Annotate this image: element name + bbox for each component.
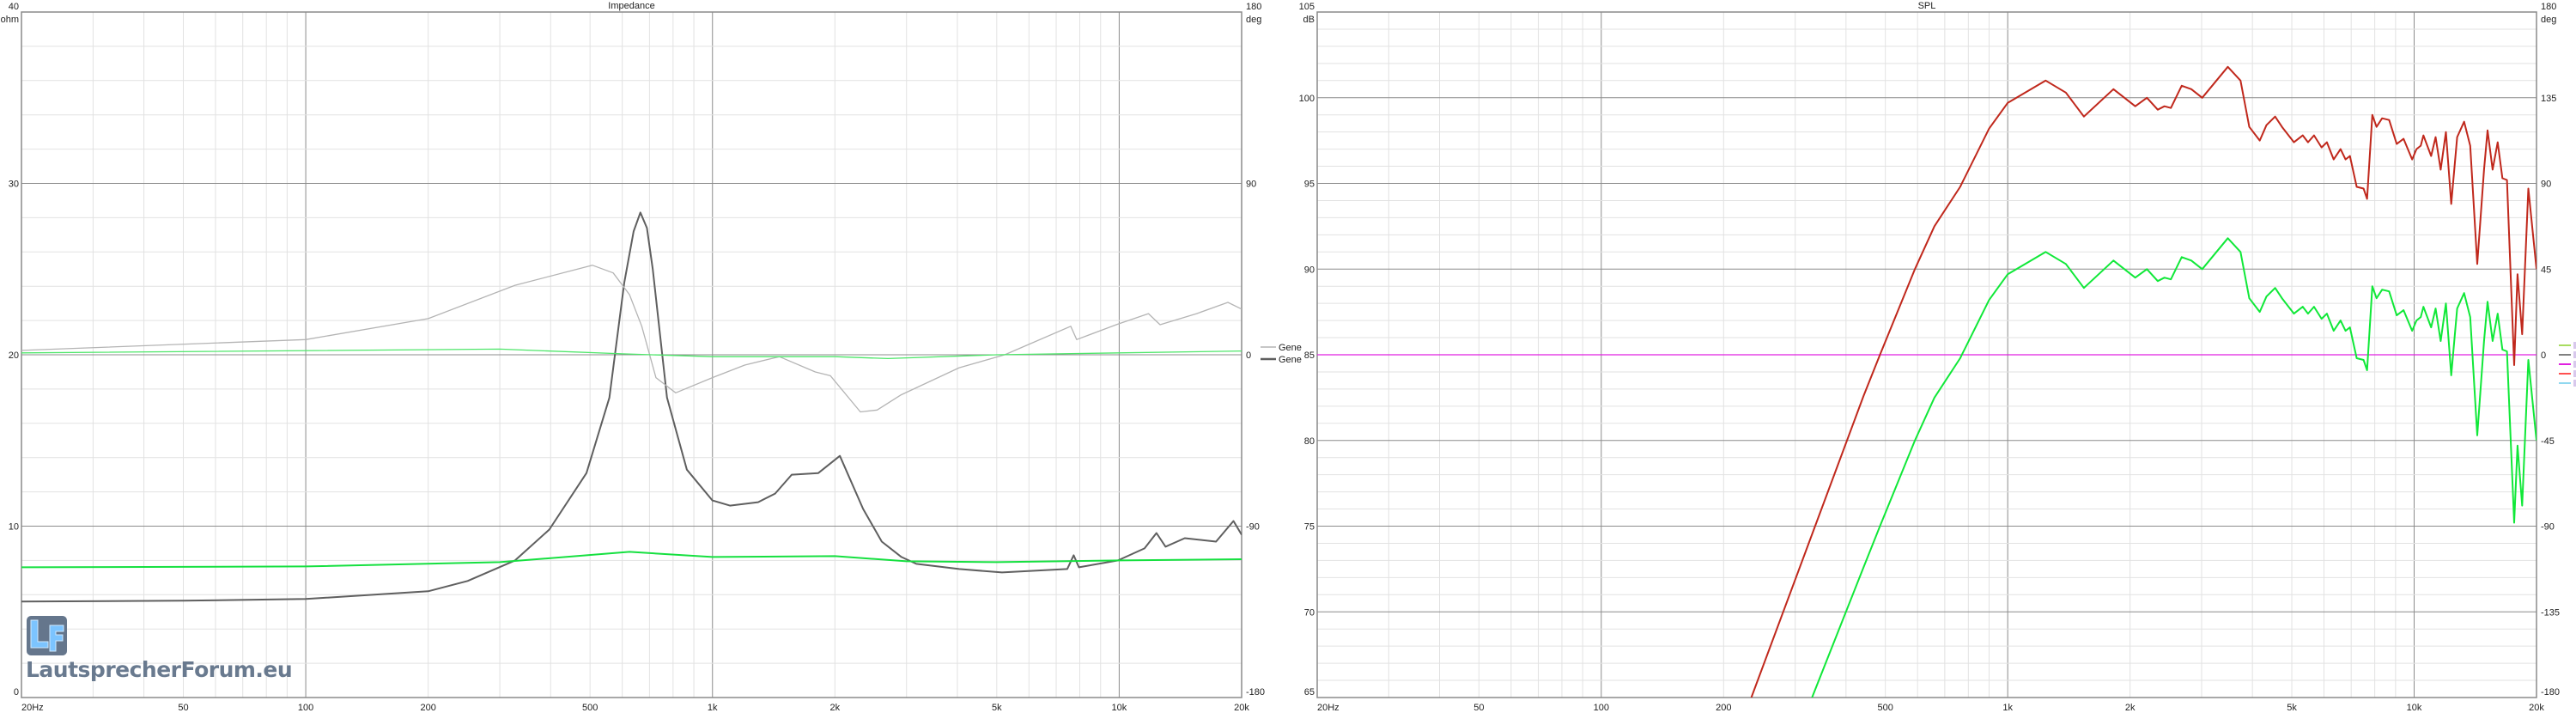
series-line-1: [1750, 65, 2537, 698]
x-tick-label: 2k: [830, 703, 841, 713]
x-tick-label: 20Hz: [21, 703, 44, 713]
legend: Gene Gene: [1261, 343, 1302, 365]
x-tick-label: 10k: [2407, 703, 2422, 713]
x-tick-label: 2k: [2125, 703, 2136, 713]
x-tick-label: 100: [1594, 703, 1609, 713]
x-tick-label: 10k: [1112, 703, 1127, 713]
legend-label-clipped: [2573, 342, 2576, 349]
x-tick-label: 1k: [2002, 703, 2013, 713]
y2-tick-label: -45: [2541, 436, 2555, 447]
series-line-2: [1811, 237, 2537, 698]
y2-tick-label: -180: [1246, 687, 1265, 698]
x-tick-label: 50: [1473, 703, 1484, 713]
y-tick-label: 0: [14, 687, 19, 698]
y-tick-label: 100: [1299, 94, 1315, 104]
legend-label: Gene: [1279, 355, 1302, 365]
chart-title: SPL: [1918, 1, 1936, 11]
y2-tick-label: 135: [2541, 94, 2556, 104]
y2-unit-label: deg: [2541, 15, 2556, 25]
grid: [21, 11, 1242, 698]
y-tick-label: 85: [1304, 350, 1315, 361]
y2-tick-label: -90: [1246, 522, 1260, 533]
series-line-3: [21, 348, 1242, 360]
y-unit-label: ohm: [1, 15, 19, 25]
legend-label-clipped: [2573, 370, 2576, 377]
y-tick-label: 20: [9, 350, 19, 361]
y-tick-label: 65: [1304, 687, 1315, 698]
x-tick-label: 5k: [992, 703, 1002, 713]
legend: [2559, 342, 2576, 387]
y2-tick-label: 0: [1246, 350, 1251, 361]
y-tick-label: 70: [1304, 607, 1315, 618]
x-tick-label: 500: [1878, 703, 1893, 713]
y-tick-label: 95: [1304, 180, 1315, 190]
legend-label-clipped: [2573, 351, 2576, 358]
y2-tick-label: 0: [2541, 350, 2546, 361]
y-tick-label: 75: [1304, 522, 1315, 533]
x-tick-label: 500: [582, 703, 598, 713]
series-group: [21, 211, 1242, 603]
y2-tick-label: 90: [1246, 180, 1256, 190]
x-tick-label: 50: [178, 703, 188, 713]
series-group: [1317, 65, 2537, 698]
y-tick-label: 80: [1304, 436, 1315, 447]
x-tick-label: 200: [1716, 703, 1731, 713]
y2-tick-label: 90: [2541, 180, 2551, 190]
x-tick-label: 20k: [2529, 703, 2544, 713]
y2-tick-label: 180: [2541, 2, 2556, 12]
y-tick-label: 40: [9, 2, 19, 12]
y2-tick-label: 180: [1246, 2, 1261, 12]
watermark-text: LautsprecherForum.eu: [26, 657, 293, 682]
y-tick-label: 10: [9, 522, 19, 533]
chart-title: Impedance: [608, 1, 654, 11]
x-tick-label: 100: [298, 703, 313, 713]
y2-tick-label: 45: [2541, 265, 2551, 275]
series-line-0: [21, 211, 1242, 603]
y2-tick-label: -180: [2541, 687, 2560, 698]
y-tick-label: 90: [1304, 265, 1315, 275]
series-line-1: [21, 265, 1242, 413]
y2-tick-label: -90: [2541, 522, 2555, 533]
y-tick-label: 30: [9, 180, 19, 190]
spl-chart: SPL 20Hz 50 100 200 500 1k 2k 5k 10k 20k 105 100 95 90…: [1299, 1, 2576, 713]
legend-label-clipped: [2573, 361, 2576, 368]
legend-label-clipped: [2573, 380, 2576, 387]
x-tick-label: 200: [420, 703, 435, 713]
grid: [1316, 11, 2537, 698]
x-tick-label: 20k: [1234, 703, 1249, 713]
x-tick-label: 20Hz: [1317, 703, 1340, 713]
x-tick-label: 1k: [708, 703, 718, 713]
plot-frame: [21, 11, 1242, 698]
y2-tick-label: -135: [2541, 607, 2560, 618]
series-line-2: [21, 551, 1242, 569]
y2-unit-label: deg: [1246, 15, 1261, 25]
y-unit-label: dB: [1303, 15, 1315, 25]
x-tick-label: 5k: [2287, 703, 2297, 713]
y-tick-label: 105: [1299, 2, 1315, 12]
legend-label: Gene: [1279, 343, 1302, 353]
